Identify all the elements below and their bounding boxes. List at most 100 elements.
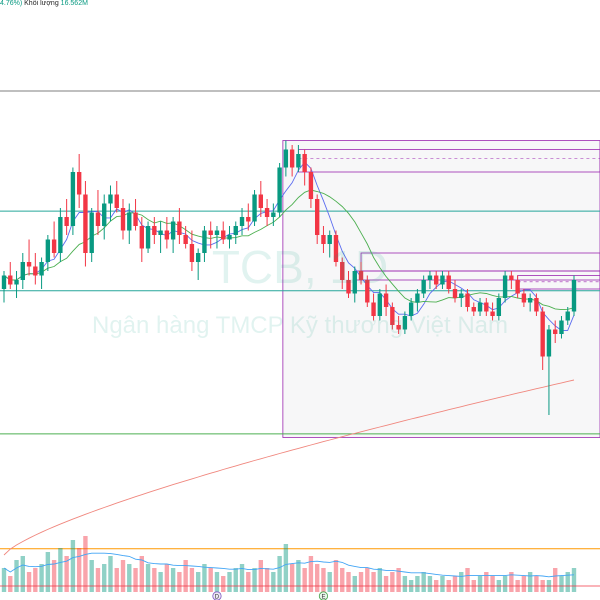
volume-bar (133, 568, 138, 592)
candle-body (396, 325, 401, 330)
volume-bar (164, 564, 170, 592)
volume-bar (333, 560, 339, 592)
volume-bar (227, 572, 232, 592)
volume-bar (1, 568, 7, 592)
candle-body (371, 302, 376, 316)
volume-bar (308, 556, 314, 592)
candle-body (540, 311, 545, 357)
volume-bar (246, 572, 251, 592)
volume-bar (95, 568, 101, 592)
candle-body (271, 212, 276, 217)
volume-bar (195, 572, 201, 592)
candle-body (283, 149, 289, 168)
volume-bar (33, 568, 38, 592)
candle-body (446, 275, 451, 289)
ma-mid-line (3, 189, 575, 311)
candle-body (170, 221, 176, 240)
volume-bar (83, 536, 88, 592)
candle-body (496, 298, 502, 316)
candle-body (158, 230, 163, 235)
candle-body (127, 212, 132, 231)
candle-body (152, 226, 157, 235)
candle-body (333, 235, 339, 262)
candle-body (314, 199, 320, 235)
candle-body (302, 154, 307, 172)
volume-bar (252, 568, 257, 592)
volume-ma-line (3, 552, 575, 578)
watermark-symbol: TCB, 1D (211, 241, 389, 293)
candle-body (76, 172, 82, 195)
candle-body (421, 280, 426, 294)
volume-bar (484, 572, 489, 592)
candle-body (139, 226, 144, 249)
candle-body (534, 298, 539, 312)
candle-body (465, 293, 470, 307)
volume-bar (102, 564, 107, 592)
volume-bar (158, 572, 163, 592)
candle-body (565, 311, 570, 321)
volume-bar (189, 568, 195, 592)
volume-bar (289, 564, 295, 592)
volume-bar (20, 556, 25, 592)
volume-bar (383, 576, 389, 592)
volume-bar (233, 568, 238, 592)
candle-body (408, 302, 414, 316)
volume-bar (183, 560, 188, 592)
candle-body (553, 329, 558, 334)
candle-body (189, 244, 195, 262)
candle-body (133, 212, 138, 226)
candle-body (195, 253, 201, 262)
candle-body (39, 262, 44, 276)
candle-body (471, 307, 476, 312)
candle-body (509, 275, 514, 280)
candle-body (120, 208, 126, 231)
candle-body (477, 302, 483, 312)
volume-bar (202, 564, 207, 592)
volume-bar (14, 560, 19, 592)
candle-body (208, 230, 213, 235)
candlesticks (1, 140, 577, 415)
volume-label: Khối lượng (24, 0, 59, 7)
candle-body (1, 275, 7, 289)
candle-body (214, 230, 220, 235)
volume-value: 16.562M (60, 0, 88, 7)
candle-body (559, 320, 564, 334)
candle-body (102, 203, 107, 226)
candle-body (340, 262, 345, 280)
volume-bar (521, 576, 527, 592)
volume-bar (365, 568, 370, 592)
candle-body (358, 271, 364, 280)
volume-bar (327, 572, 332, 592)
volume-bar (64, 556, 69, 592)
candle-body (233, 226, 238, 235)
volume-bar (45, 552, 51, 592)
volume-bar (51, 560, 57, 592)
volume-bar (377, 568, 383, 592)
volume-bar (321, 568, 326, 592)
candle-body (571, 280, 577, 312)
candle-body (327, 235, 332, 244)
candle-body (346, 280, 351, 294)
legend: 4.76%) Khối lượng 16.562M (0, 0, 88, 7)
volume-bar (127, 564, 132, 592)
candle-body (246, 217, 251, 222)
volume-bar (114, 568, 119, 592)
volume-bar (283, 544, 289, 592)
candle-body (89, 212, 94, 253)
candle-body (402, 316, 408, 330)
candle-body (521, 293, 527, 303)
candle-body (33, 266, 38, 276)
candle-body (365, 280, 370, 303)
candle-body (527, 298, 533, 303)
candle-body (352, 271, 357, 294)
volume-bar (177, 572, 182, 592)
volume-bar (527, 572, 533, 592)
candle-body (177, 221, 182, 235)
volume-bar (371, 572, 376, 592)
change-percent: 4.76%) (0, 0, 23, 7)
candle-body (45, 239, 51, 262)
volume-bar (459, 572, 464, 592)
candle-body (321, 235, 326, 244)
